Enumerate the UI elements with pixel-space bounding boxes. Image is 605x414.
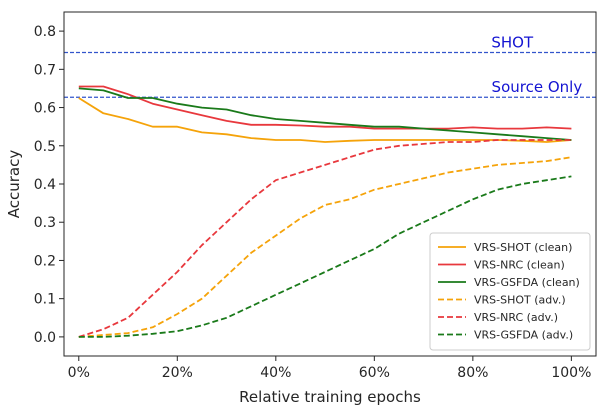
y-tick-label-2: 0.2 <box>34 253 56 269</box>
y-tick-label-6: 0.6 <box>34 101 56 117</box>
y-tick-label-5: 0.5 <box>34 139 56 155</box>
y-tick-label-1: 0.1 <box>34 292 56 308</box>
y-tick-label-3: 0.3 <box>34 215 56 231</box>
x-axis-ticks: 0% 20% 40% 60% 80% 100% <box>68 356 592 381</box>
y-tick-label-4: 0.4 <box>34 177 56 193</box>
y-axis-ticks: 0.0 0.1 0.2 0.3 0.4 0.5 0.6 0.7 0.8 <box>34 24 64 346</box>
legend: VRS-SHOT (clean) VRS-NRC (clean) VRS-GSFDA… <box>430 233 590 350</box>
legend-label-5: VRS-GSFDA (adv.) <box>474 329 573 342</box>
legend-label-3: VRS-SHOT (adv.) <box>474 294 566 307</box>
x-tick-label-2: 40% <box>260 365 291 381</box>
reference-line-label-0: SHOT <box>491 34 534 52</box>
x-tick-label-1: 20% <box>162 365 193 381</box>
x-tick-label-4: 80% <box>457 365 488 381</box>
y-tick-label-8: 0.8 <box>34 24 56 40</box>
reference-line-label-1: Source Only <box>492 78 583 96</box>
x-tick-label-0: 0% <box>68 365 90 381</box>
legend-label-4: VRS-NRC (adv.) <box>474 311 558 324</box>
legend-label-1: VRS-NRC (clean) <box>474 259 565 272</box>
legend-label-0: VRS-SHOT (clean) <box>474 241 572 254</box>
y-axis-title: Accuracy <box>5 150 23 219</box>
x-tick-label-3: 60% <box>359 365 390 381</box>
legend-label-2: VRS-GSFDA (clean) <box>474 276 580 289</box>
y-tick-label-7: 0.7 <box>34 62 56 78</box>
x-axis-title: Relative training epochs <box>239 388 421 406</box>
x-tick-label-5: 100% <box>551 365 591 381</box>
y-tick-label-0: 0.0 <box>34 330 56 346</box>
